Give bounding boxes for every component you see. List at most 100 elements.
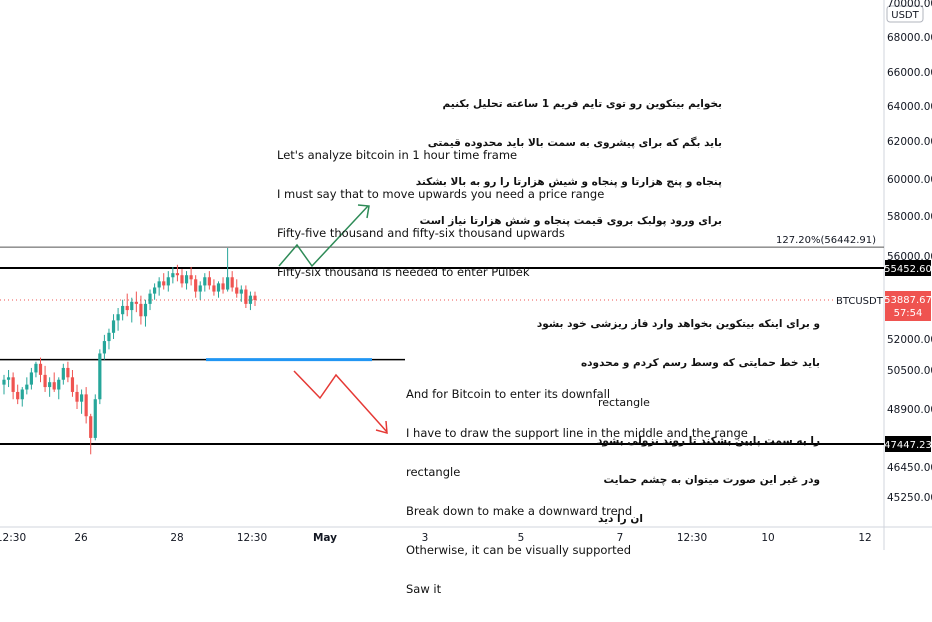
candle-body — [134, 301, 138, 304]
candle-body — [6, 377, 11, 380]
candle-body — [79, 394, 84, 402]
level-price-tag — [885, 260, 931, 276]
candle-body — [34, 363, 38, 373]
annotation-fa-top: بخوایم بیتکوین رو توی تایم فریم 1 ساعته … — [416, 72, 722, 254]
y-tick-label: 50500.00 — [887, 365, 932, 377]
x-tick-label: 3 — [422, 532, 429, 544]
candle-body — [153, 287, 157, 294]
annotation-line: Fifty-six thousand is needed to enter Pu… — [277, 265, 530, 279]
x-tick-label: 12:30 — [677, 532, 707, 544]
candle-body — [66, 367, 70, 378]
candle-body — [48, 382, 52, 388]
annotation-fa-right: و برای اینکه بیتکوین بخواهد وارد فاز ریز… — [536, 292, 820, 552]
candle-body — [57, 379, 61, 390]
candle-body — [216, 283, 221, 292]
last-price-label: 53887.67 — [884, 295, 932, 306]
annotation-line: Let's analyze bitcoin in 1 hour time fra… — [277, 148, 518, 162]
candle-body — [203, 277, 207, 286]
candle-body — [148, 293, 152, 304]
y-tick-label: 64000.00 — [887, 101, 932, 113]
annotation-line: باید خط حمایتی که وسط رسم کردم و محدوده — [580, 357, 820, 369]
last-price-tag — [885, 291, 931, 321]
y-tick-label: 46450.00 — [887, 462, 932, 474]
x-tick-label: 5 — [518, 532, 525, 544]
y-tick-label: 62000.00 — [887, 136, 932, 148]
annotation-line: rectangle — [598, 396, 650, 409]
currency-label: USDT — [891, 10, 919, 21]
annotation-line: را به سمت پایین بشکند تا روند نزولی بشود — [597, 435, 820, 447]
annotation-line: Otherwise, it can be visually supported — [406, 543, 632, 557]
y-tick-label: 66000.00 — [887, 67, 932, 79]
x-tick-label: 12:30 — [0, 532, 26, 544]
annotation-line: بخوایم بیتکوین رو توی تایم فریم 1 ساعته … — [442, 98, 722, 110]
candle-body — [111, 320, 116, 333]
annotation-line: I must say that to move upwards you need… — [277, 187, 605, 201]
candle-body — [244, 289, 248, 304]
annotation-line: باید بگم که برای پیشروی به سمت بالا باید… — [427, 137, 722, 149]
x-tick-label: 28 — [170, 532, 183, 544]
candle-body — [93, 399, 97, 438]
down-arrow-head — [375, 420, 388, 435]
candle-body — [2, 379, 6, 385]
candle-body — [157, 281, 161, 288]
up-arrow-path — [278, 205, 369, 268]
candle-body — [98, 353, 102, 400]
candle-body — [166, 277, 170, 286]
candle-body — [25, 384, 29, 390]
annotation-line: Fifty-five thousand and fifty-six thousa… — [277, 226, 565, 240]
y-tick-label: 60000.00 — [887, 174, 932, 186]
down-arrow-path — [293, 370, 388, 433]
y-tick-label: 48900.00 — [887, 404, 932, 416]
y-tick-label: 45250.00 — [887, 492, 932, 504]
countdown-label: 57:54 — [894, 308, 923, 319]
level-price-label: 47447.23 — [884, 440, 932, 451]
candle-body — [130, 301, 134, 311]
annotation-line: Saw it — [406, 582, 442, 596]
candle-body — [116, 314, 120, 321]
candle-body — [235, 287, 239, 294]
y-tick-label: 68000.00 — [887, 32, 932, 44]
candle-body — [70, 377, 75, 392]
annotation-line: و برای اینکه بیتکوین بخواهد وارد فاز ریز… — [536, 318, 820, 330]
candle-body — [189, 275, 193, 280]
annotation-en-bottom: And for Bitcoin to enter its downfall I … — [406, 362, 748, 622]
annotation-line: rectangle — [406, 465, 461, 479]
fib-extension-label: 127.20%(56442.91) — [776, 235, 876, 246]
candle-body — [171, 273, 175, 278]
up-arrow-head — [357, 204, 370, 219]
x-tick-label: 7 — [617, 532, 624, 544]
candle-body — [239, 289, 243, 294]
candle-body — [221, 283, 225, 290]
level-price-label: 55452.60 — [884, 264, 932, 275]
candle-body — [230, 277, 234, 288]
candle-body — [162, 281, 166, 286]
candle-body — [43, 374, 47, 388]
candle-body — [11, 377, 15, 392]
annotation-line: Break down to make a downward trend — [406, 504, 633, 518]
candle-body — [175, 273, 180, 276]
candle-body — [143, 303, 148, 317]
candle-body — [139, 303, 143, 317]
x-tick-label: 12:30 — [237, 532, 267, 544]
annotation-line: I have to draw the support line in the m… — [406, 426, 748, 440]
candle-body — [212, 285, 216, 292]
y-tick-label: 52000.00 — [887, 334, 932, 346]
candle-body — [102, 341, 106, 354]
candle-body — [89, 416, 93, 438]
candle-body — [125, 305, 129, 311]
y-tick-label: 70000.00 — [887, 0, 932, 10]
annotation-line: برای ورود پولبک بروی قیمت پنجاه و شش هزا… — [419, 215, 722, 227]
candle-body — [52, 382, 56, 390]
candle-body — [253, 295, 257, 301]
candle-body — [61, 367, 65, 380]
annotation-line: And for Bitcoin to enter its downfall — [406, 387, 611, 401]
symbol-tag-bg — [833, 292, 883, 307]
x-tick-label: 26 — [74, 532, 88, 544]
candle-body — [107, 332, 111, 342]
annotation-line: ودر غیر این صورت میتوان به چشم حمایت — [603, 474, 820, 486]
candle-body — [38, 363, 43, 375]
candle-body — [121, 305, 125, 315]
candle-body — [198, 285, 202, 292]
candle-body — [226, 277, 230, 290]
